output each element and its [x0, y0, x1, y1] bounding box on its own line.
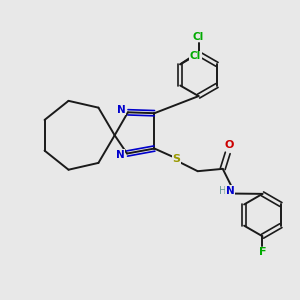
Text: N: N	[117, 105, 126, 115]
Text: N: N	[116, 150, 125, 160]
Text: O: O	[224, 140, 234, 150]
Text: Cl: Cl	[190, 51, 201, 61]
Text: N: N	[226, 186, 235, 196]
Text: F: F	[259, 247, 266, 257]
Text: Cl: Cl	[193, 32, 204, 42]
Text: H: H	[219, 186, 226, 196]
Text: S: S	[172, 154, 181, 164]
